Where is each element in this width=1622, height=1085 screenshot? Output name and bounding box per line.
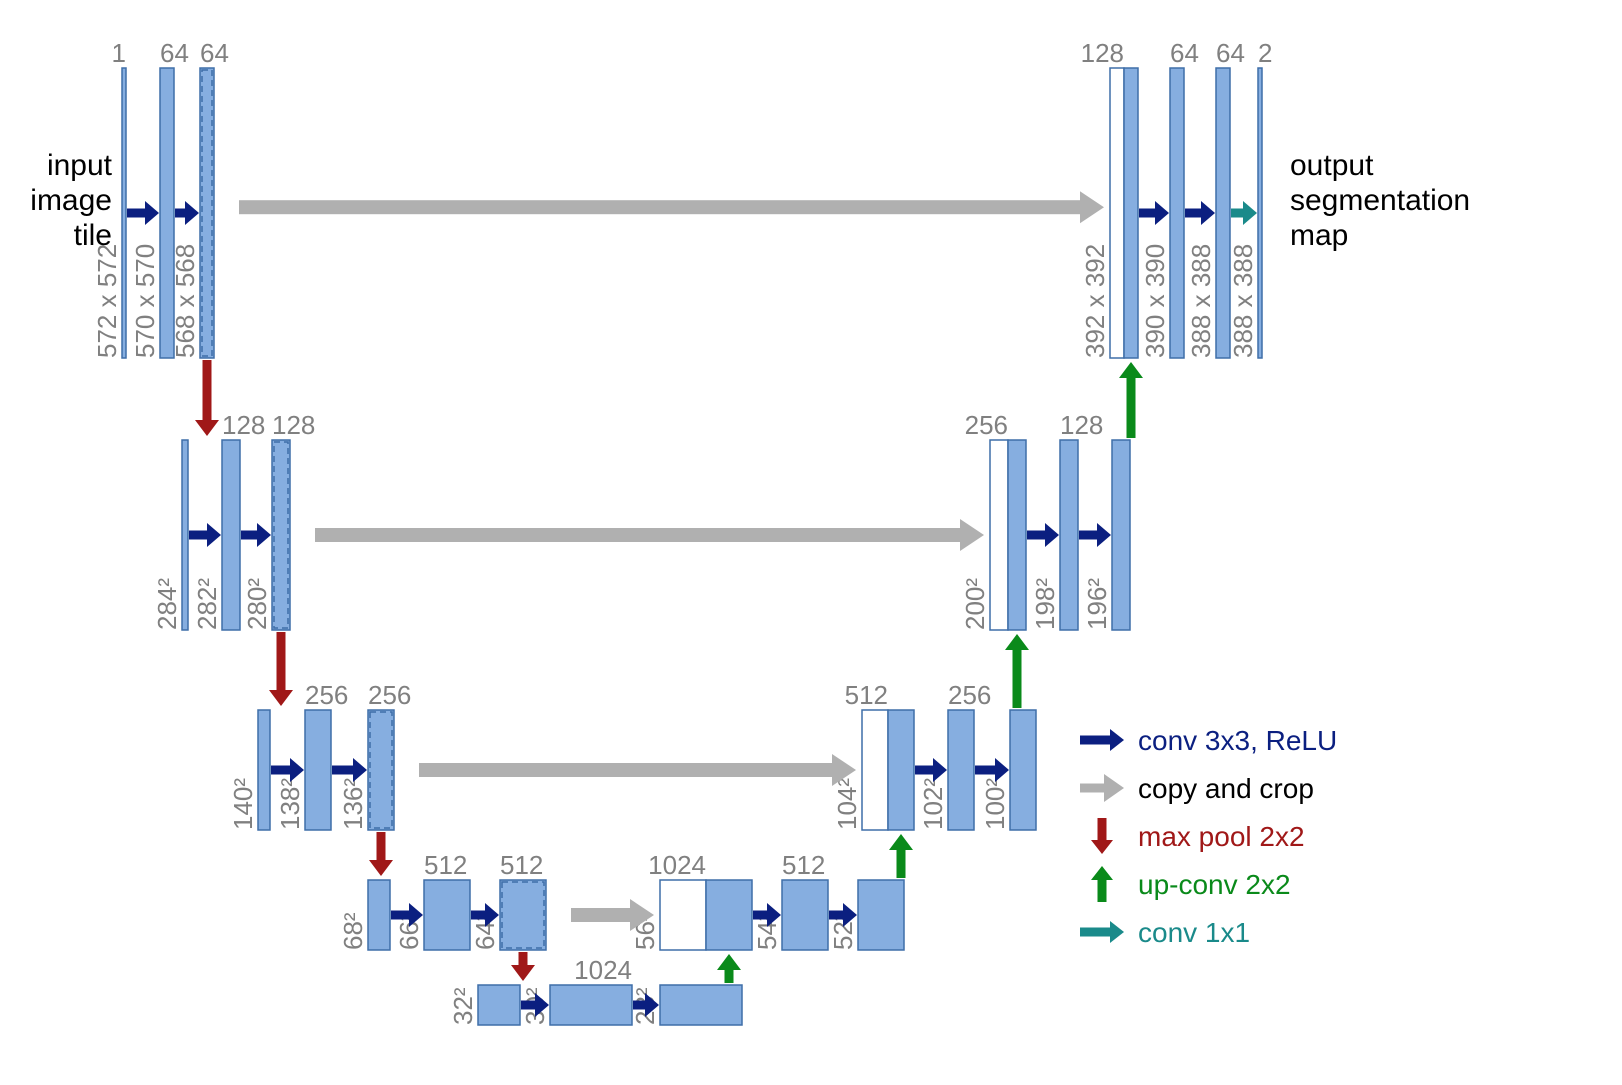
channels-label: 2 [1258,38,1272,68]
dim-label: 284² [152,578,182,630]
channels-label: 512 [782,850,825,880]
conv-arrow [1139,201,1169,225]
dim-label: 572 x 572 [92,244,122,358]
feature-map-e4a: 68² [338,880,390,950]
channels-label: 1024 [648,850,706,880]
io-label: input [47,149,113,182]
dim-label: 68² [338,912,368,950]
channels-label: 64 [200,38,229,68]
feature-map-e2a: 284² [152,440,188,630]
channels-label: 64 [160,38,189,68]
dim-label: 102² [918,778,948,830]
dim-label: 280² [242,578,272,630]
feature-map-d4b: 51254² [752,850,828,950]
conv-arrow [189,523,221,547]
legend-row: copy and crop [1080,773,1314,804]
feature-map-e4c: 51264² [470,850,546,950]
maxpool-arrow [369,832,393,876]
dim-label: 390 x 390 [1140,244,1170,358]
feature-map-e3c: 256 136² [338,680,411,830]
channels-label: 64 [1216,38,1245,68]
conv-arrow [1079,523,1111,547]
io-label: map [1290,219,1348,252]
channels-label: 256 [305,680,348,710]
channels-label: 1024 [574,955,632,985]
dim-label: 200² [960,578,990,630]
dim-label: 100² [980,778,1010,830]
dim-label: 104² [832,778,862,830]
io-label: image [30,184,112,217]
copy-crop-arrow [239,191,1104,223]
legend-label: max pool 2x2 [1138,821,1305,852]
channels-label: 256 [368,680,411,710]
channels-label: 128 [1060,410,1103,440]
maxpool-arrow [269,632,293,706]
channels-label: 512 [845,680,888,710]
feature-map-e2c: 128 280² [242,410,315,630]
io-label: tile [74,219,112,252]
dim-label: 392 x 392 [1080,244,1110,358]
upconv-arrow [1005,634,1029,708]
io-label: output [1290,149,1374,182]
dim-label: 136² [338,778,368,830]
conv-arrow [127,201,159,225]
dim-label: 138² [275,778,305,830]
feature-map-e1c: 64 568 x 568 [170,38,229,358]
legend-label: conv 1x1 [1138,917,1250,948]
channels-label: 128 [272,410,315,440]
maxpool-arrow [511,952,535,981]
legend-row: up-conv 2x2 [1091,866,1291,902]
feature-map-d4w: 102456² [630,850,706,950]
feature-map-e3a: 140² [228,710,270,830]
dim-label: 196² [1082,578,1112,630]
feature-map-d3a [888,710,914,830]
channels-label: 128 [222,410,265,440]
conv-arrow [1185,201,1215,225]
channels-label: 512 [500,850,543,880]
channels-label: 512 [424,850,467,880]
legend-row: max pool 2x2 [1091,818,1305,854]
feature-map-out: 2 388 x 388 [1228,38,1272,358]
dim-label: 388 x 388 [1228,244,1258,358]
io-label: segmentation [1290,184,1470,217]
copy-crop-arrow [419,754,856,786]
dim-label: 282² [192,578,222,630]
conv1x1-arrow [1231,201,1257,225]
channels-label: 256 [965,410,1008,440]
feature-map-bot1: 32² [448,985,520,1025]
feature-map-d2a [1008,440,1026,630]
conv-arrow [175,201,199,225]
upconv-arrow [717,954,741,983]
upconv-arrow [889,834,913,878]
conv-arrow [241,523,271,547]
dim-label: 32² [448,987,478,1025]
dim-label: 570 x 570 [130,244,160,358]
legend-row: conv 3x3, ReLU [1080,725,1337,756]
channels-label: 256 [948,680,991,710]
legend-label: conv 3x3, ReLU [1138,725,1337,756]
feature-map-d3w: 512 104² [832,680,888,830]
copy-crop-arrow [315,519,984,551]
channels-label: 1 [112,38,126,68]
maxpool-arrow [195,360,219,436]
legend-label: up-conv 2x2 [1138,869,1291,900]
dim-label: 388 x 388 [1186,244,1216,358]
channels-label: 64 [1170,38,1199,68]
channels-label: 128 [1081,38,1124,68]
dim-label: 140² [228,778,258,830]
upconv-arrow [1119,362,1143,438]
dim-label: 568 x 568 [170,244,200,358]
feature-map-d4a [706,880,752,950]
dim-label: 198² [1030,578,1060,630]
feature-map-e4b: 51266² [394,850,470,950]
legend-row: conv 1x1 [1080,917,1250,948]
legend: conv 3x3, ReLU copy and crop max pool 2x2 u… [1080,725,1337,948]
feature-map-d1a [1124,68,1138,358]
conv-arrow [1027,523,1059,547]
feature-map-d2w: 256 200² [960,410,1008,630]
legend-label: copy and crop [1138,773,1314,804]
